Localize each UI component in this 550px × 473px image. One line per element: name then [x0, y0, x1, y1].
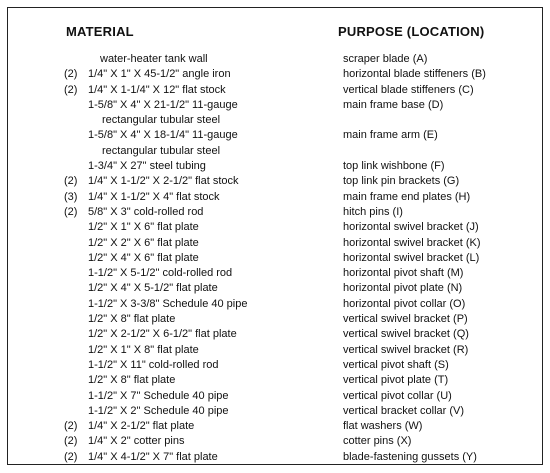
material-cell: 1/2" X 4" X 6" flat plate [88, 251, 199, 264]
purpose-cell: horizontal blade stiffeners (B) [343, 68, 486, 81]
materials-table: MATERIAL PURPOSE (LOCATION) water-heater… [7, 7, 543, 465]
table-row: 1-1/2" X 2" Schedule 40 pipe vertical bra… [8, 404, 542, 419]
material-cell: 1/4" X 1-1/2" X 2-1/2" flat stock [88, 175, 239, 188]
material-cell: 1/2" X 8" flat plate [88, 313, 176, 326]
purpose-cell: vertical swivel bracket (R) [343, 343, 469, 356]
table-row: 1-3/4" X 27" steel tubing top link wishbo… [8, 159, 542, 174]
table-row: 1-1/2" X 7" Schedule 40 pipe vertical piv… [8, 389, 542, 404]
table-row: 1/2" X 4" X 5-1/2" flat plate horizontal … [8, 281, 542, 296]
purpose-cell: main frame end plates (H) [343, 190, 471, 203]
table-row: 1/2" X 4" X 6" flat plate horizontal swiv… [8, 251, 542, 266]
purpose-cell: horizontal pivot plate (N) [343, 282, 463, 295]
material-cell: 1-1/2" X 2" Schedule 40 pipe [88, 404, 229, 417]
purpose-cell: vertical pivot plate (T) [343, 374, 449, 387]
material-cell: 1/2" X 1" X 6" flat plate [88, 221, 199, 234]
purpose-cell: vertical blade stiffeners (C) [343, 83, 474, 96]
quantity-cell: (2) [64, 68, 78, 81]
material-cell: 1/4" X 1-1/4" X 12" flat stock [88, 83, 226, 96]
table-row: (3) 1/4" X 1-1/2" X 4" flat stock main fra… [8, 190, 542, 205]
purpose-cell: scraper blade (A) [343, 53, 428, 65]
purpose-cell: blade-fastening gussets (Y) [343, 450, 477, 463]
purpose-cell: vertical swivel bracket (Q) [343, 328, 469, 341]
materials-list: water-heater tank wall scraper blade (A) (… [8, 52, 542, 465]
material-cell: 1-5/8" X 4" X 18-1/4" 11-gauge [88, 129, 238, 142]
quantity-cell: (2) [64, 435, 78, 448]
table-row: (2) 1/4" X 1" X 45-1/2" angle iron horizon… [8, 67, 542, 82]
table-row: (2) 5/8" X 3" cold-rolled rod hitch pins (… [8, 205, 542, 220]
purpose-cell: top link wishbone (F) [343, 160, 445, 173]
material-cell: 1/4" X 2-1/2" flat plate [88, 420, 195, 433]
quantity-cell: (2) [64, 205, 78, 218]
purpose-cell: main frame arm (E) [343, 129, 438, 142]
purpose-cell: main frame base (D) [343, 98, 444, 111]
table-row: 1/2" X 8" flat plate vertical pivot plate… [8, 373, 542, 388]
table-row: rectangular tubular steel [8, 144, 542, 159]
table-row: 1-1/2" X 3-3/8" Schedule 40 pipe horizont… [8, 297, 542, 312]
table-row: (2) 1/4" X 1-1/4" X 12" flat stock vertica… [8, 83, 542, 98]
table-row: 1/2" X 8" flat plate vertical swivel brac… [8, 312, 542, 327]
table-row: 1-5/8" X 4" X 18-1/4" 11-gauge main frame… [8, 128, 542, 143]
material-cell: water-heater tank wall [100, 53, 208, 65]
purpose-cell: horizontal pivot collar (O) [343, 297, 466, 310]
quantity-cell: (3) [64, 190, 78, 203]
material-cell: 1/2" X 4" X 5-1/2" flat plate [88, 282, 218, 295]
purpose-cell: horizontal swivel bracket (L) [343, 251, 480, 264]
table-row: 1/2" X 1" X 8" flat plate vertical swivel… [8, 343, 542, 358]
material-cell: 1/4" X 4-1/2" X 7" flat plate [88, 450, 218, 463]
material-cell: 1-1/2" X 5-1/2" cold-rolled rod [88, 267, 233, 280]
purpose-cell: horizontal swivel bracket (J) [343, 221, 479, 234]
material-column-header: MATERIAL [66, 24, 134, 39]
quantity-cell: (2) [64, 175, 78, 188]
table-row: (2) 1/4" X 1-1/2" X 2-1/2" flat stock top … [8, 174, 542, 189]
purpose-column-header: PURPOSE (LOCATION) [338, 24, 485, 39]
quantity-cell: (2) [64, 420, 78, 433]
table-row: (2) 1/4" X 2-1/2" flat plate flat washers … [8, 419, 542, 434]
purpose-cell: vertical bracket collar (V) [343, 404, 465, 417]
purpose-cell: vertical swivel bracket (P) [343, 313, 468, 326]
material-cell: rectangular tubular steel [102, 114, 221, 127]
table-row: (2) 1/4" X 4-1/2" X 7" flat plate blade-fa… [8, 450, 542, 465]
material-cell: 1-3/4" X 27" steel tubing [88, 160, 206, 173]
purpose-cell: vertical pivot shaft (S) [343, 358, 449, 371]
purpose-cell: horizontal pivot shaft (M) [343, 267, 464, 280]
purpose-cell: flat washers (W) [343, 420, 423, 433]
material-cell: 1/2" X 2" X 6" flat plate [88, 236, 199, 249]
quantity-cell: (2) [64, 83, 78, 96]
material-cell: 5/8" X 3" cold-rolled rod [88, 205, 204, 218]
purpose-cell: cotter pins (X) [343, 435, 412, 448]
table-row: 1/2" X 2-1/2" X 6-1/2" flat plate vertica… [8, 327, 542, 342]
purpose-cell: horizontal swivel bracket (K) [343, 236, 481, 249]
quantity-cell: (2) [64, 450, 78, 463]
table-row: 1-5/8" X 4" X 21-1/2" 11-gauge main frame… [8, 98, 542, 113]
material-cell: 1-1/2" X 11" cold-rolled rod [88, 358, 219, 371]
material-cell: 1/4" X 2" cotter pins [88, 435, 185, 448]
material-cell: 1-1/2" X 3-3/8" Schedule 40 pipe [88, 297, 248, 310]
table-row: water-heater tank wall scraper blade (A) [8, 52, 542, 67]
table-row: 1/2" X 2" X 6" flat plate horizontal swiv… [8, 236, 542, 251]
purpose-cell: hitch pins (I) [343, 205, 403, 218]
table-row: rectangular tubular steel [8, 113, 542, 128]
material-cell: 1/2" X 1" X 8" flat plate [88, 343, 199, 356]
table-row: 1/2" X 1" X 6" flat plate horizontal swiv… [8, 220, 542, 235]
table-row: 1-1/2" X 5-1/2" cold-rolled rod horizonta… [8, 266, 542, 281]
material-cell: 1-5/8" X 4" X 21-1/2" 11-gauge [88, 98, 238, 111]
purpose-cell: top link pin brackets (G) [343, 175, 460, 188]
material-cell: 1/4" X 1-1/2" X 4" flat stock [88, 190, 220, 203]
material-cell: 1/2" X 2-1/2" X 6-1/2" flat plate [88, 328, 237, 341]
material-cell: rectangular tubular steel [102, 144, 221, 157]
table-row: (2) 1/4" X 2" cotter pins cotter pins (X) [8, 434, 542, 449]
material-cell: 1/2" X 8" flat plate [88, 374, 176, 387]
table-row: 1-1/2" X 11" cold-rolled rod vertical piv… [8, 358, 542, 373]
material-cell: 1/4" X 1" X 45-1/2" angle iron [88, 68, 231, 81]
purpose-cell: vertical pivot collar (U) [343, 389, 452, 402]
material-cell: 1-1/2" X 7" Schedule 40 pipe [88, 389, 229, 402]
